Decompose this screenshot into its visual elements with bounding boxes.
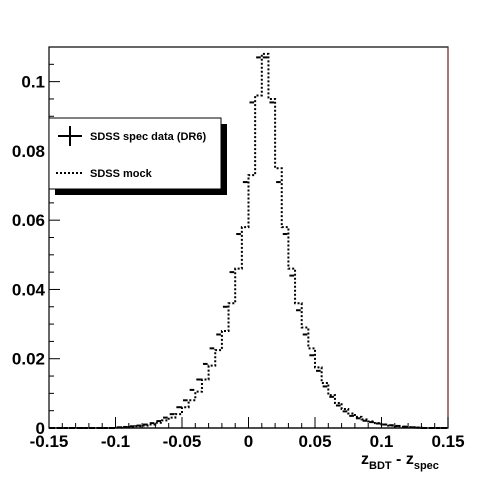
x-tick-label: 0.1	[370, 432, 394, 451]
x-axis-title: zBDT - zspec	[361, 451, 439, 472]
mock-step-line	[49, 54, 448, 428]
legend-label-mock: SDSS mock	[90, 168, 153, 180]
x-axis-title-main: z	[361, 451, 369, 468]
y-tick-label: 0.04	[12, 280, 46, 299]
y-axis-ticks: 0 0.02 0.04 0.06 0.08 0.1	[12, 47, 60, 438]
y-tick-label: 0.02	[12, 350, 45, 369]
plot-frame	[49, 47, 448, 428]
x-tick-label: -0.05	[163, 432, 202, 451]
x-axis-title-sub-bdt: BDT	[369, 460, 392, 472]
x-tick-label: 0	[244, 432, 253, 451]
legend: SDSS spec data (DR6) SDSS mock	[49, 118, 227, 195]
y-tick-label: 0	[36, 419, 45, 438]
x-axis-title-minus: - z	[392, 451, 414, 468]
x-tick-label: -0.1	[101, 432, 130, 451]
x-tick-label: 0.15	[431, 432, 464, 451]
series-sdss-spec-data	[50, 57, 447, 428]
x-axis-ticks: -0.15 -0.1 -0.05 0 0.05 0.1 0.15	[30, 417, 465, 451]
y-tick-label: 0.06	[12, 211, 45, 230]
x-axis-title-sub-spec: spec	[414, 460, 439, 472]
legend-label-data: SDSS spec data (DR6)	[90, 131, 206, 143]
y-tick-label: 0.08	[12, 142, 45, 161]
series-sdss-mock	[49, 54, 448, 428]
x-tick-label: 0.05	[298, 432, 331, 451]
y-tick-label: 0.1	[21, 73, 45, 92]
